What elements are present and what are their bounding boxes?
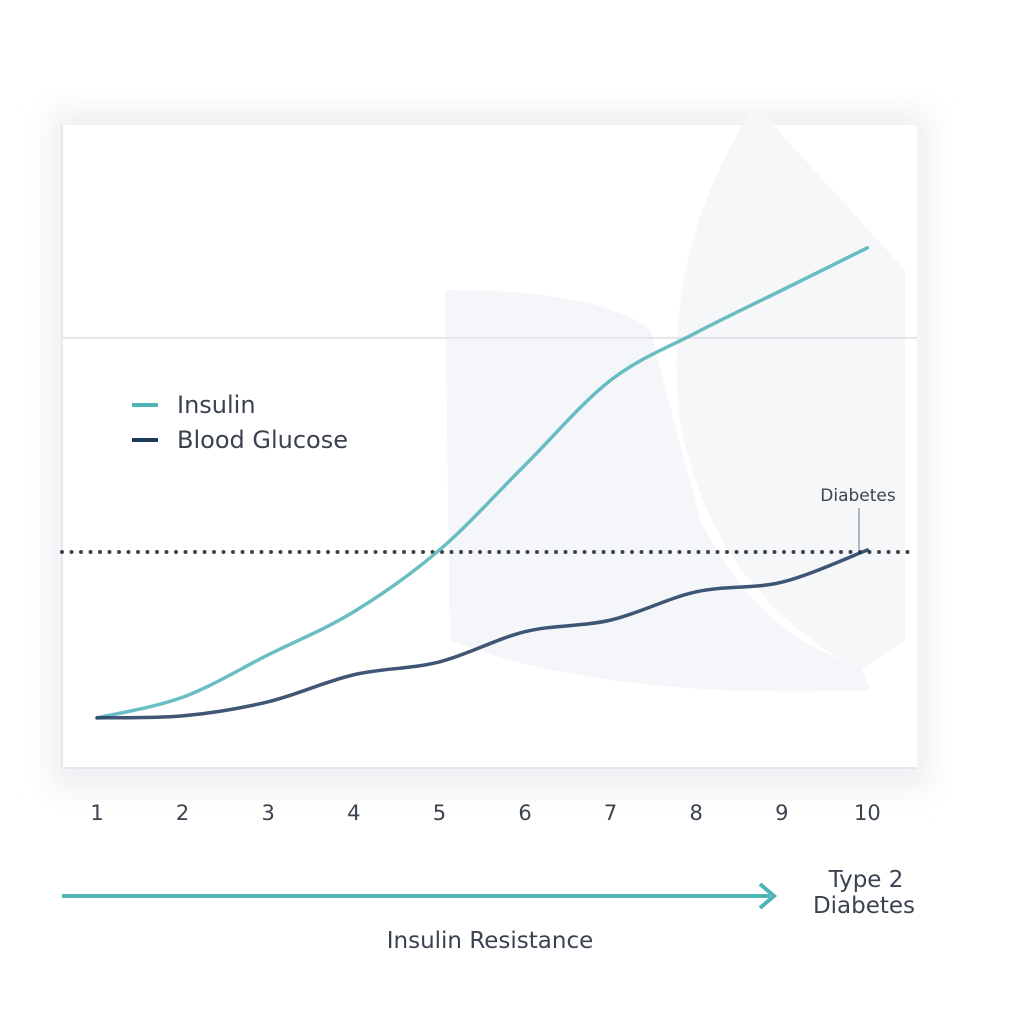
x-tick-label: 6 xyxy=(518,801,531,825)
decor-leaf xyxy=(676,105,905,670)
legend-label: Blood Glucose xyxy=(177,426,348,454)
line-series xyxy=(95,548,870,720)
x-tick-label: 1 xyxy=(90,801,103,825)
arrow-head xyxy=(758,882,778,910)
x-tick-label: 5 xyxy=(433,801,446,825)
x-tick-label: 2 xyxy=(176,801,189,825)
end-label: Type 2 xyxy=(828,867,904,893)
x-tick-label: 3 xyxy=(262,801,275,825)
end-label: Diabetes xyxy=(813,893,915,919)
x-tick-label: 4 xyxy=(347,801,360,825)
line-series xyxy=(95,246,870,720)
legend-label: Insulin xyxy=(177,391,256,419)
x-axis-label: Insulin Resistance xyxy=(387,928,594,954)
annotation: Diabetes xyxy=(820,486,896,506)
x-tick-label: 10 xyxy=(854,801,881,825)
x-tick-label: 8 xyxy=(690,801,703,825)
x-tick-label: 9 xyxy=(775,801,788,825)
decor-leaf xyxy=(445,290,870,692)
x-tick-label: 7 xyxy=(604,801,617,825)
